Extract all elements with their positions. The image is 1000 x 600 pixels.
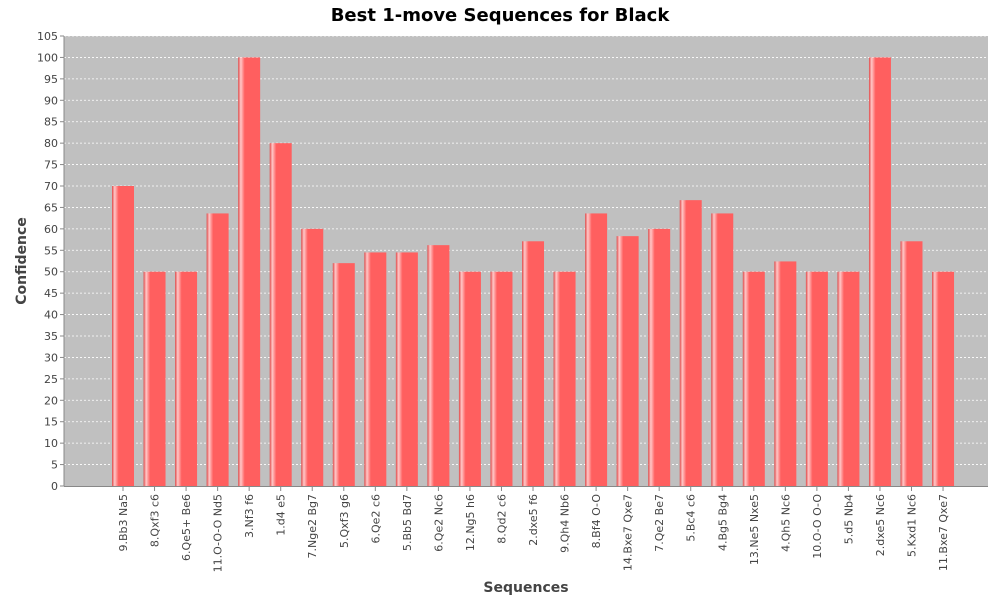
- y-tick-label: 50: [44, 266, 58, 279]
- y-tick-label: 45: [44, 287, 58, 300]
- bars: [112, 57, 955, 487]
- x-tick-label: 9.Bb3 Na5: [117, 494, 130, 552]
- bar: [143, 271, 166, 486]
- x-tick-label: 5.Qxf3 g6: [338, 494, 351, 548]
- x-tick-label: 4.Qh5 Nc6: [779, 494, 792, 552]
- chart-title: Best 1-move Sequences for Black: [331, 5, 671, 26]
- x-tick-label: 12.Ng5 h6: [464, 494, 477, 551]
- y-axis-label: Confidence: [14, 217, 30, 305]
- x-tick-label: 5.d5 Nb4: [842, 494, 855, 544]
- x-tick-label: 13.Ne5 Nxe5: [748, 494, 761, 565]
- bar: [301, 228, 324, 486]
- x-tick-label: 5.Bc4 c6: [685, 494, 698, 542]
- y-tick-label: 20: [44, 394, 58, 407]
- bar: [269, 143, 292, 486]
- y-tick-label: 35: [44, 330, 58, 343]
- bar: [868, 57, 891, 487]
- x-tick-label: 6.Qe5+ Be6: [180, 494, 193, 561]
- y-tick-label: 100: [37, 51, 58, 64]
- y-tick-label: 70: [44, 180, 58, 193]
- bar: [711, 213, 734, 486]
- y-tick-label: 65: [44, 201, 58, 214]
- bar: [332, 263, 355, 486]
- bar: [553, 271, 576, 486]
- y-tick-label: 80: [44, 137, 58, 150]
- bar: [805, 271, 828, 486]
- bar: [206, 213, 229, 486]
- y-tick-label: 0: [51, 480, 58, 493]
- bar: [458, 271, 481, 486]
- bar: [742, 271, 765, 486]
- y-tick-label: 5: [51, 459, 58, 472]
- bar: [364, 252, 387, 486]
- x-tick-label: 7.Nge2 Bg7: [306, 494, 319, 559]
- x-tick-label: 14.Bxe7 Qxe7: [622, 494, 635, 571]
- bar: [395, 252, 418, 486]
- y-tick-label: 105: [37, 30, 58, 43]
- y-tick-label: 15: [44, 416, 58, 429]
- bar: [175, 271, 198, 486]
- x-tick-label: 6.Qe2 c6: [369, 494, 382, 543]
- y-tick-label: 25: [44, 373, 58, 386]
- x-tick-label: 7.Qe2 Be7: [653, 494, 666, 552]
- x-axis-label: Sequences: [483, 580, 568, 596]
- x-tick-label: 6.Qe2 Nc6: [432, 494, 445, 552]
- bar: [112, 186, 134, 486]
- bar: [616, 236, 639, 486]
- y-tick-label: 55: [44, 244, 58, 257]
- x-tick-label: 9.Qh4 Nb6: [559, 494, 572, 553]
- y-tick-label: 95: [44, 73, 58, 86]
- y-tick-label: 40: [44, 309, 58, 322]
- bar: [932, 271, 955, 486]
- x-tick-label: 11.O-O-O Nd5: [212, 494, 225, 572]
- x-tick-label: 8.Qd2 c6: [495, 494, 508, 544]
- bar: [585, 213, 608, 486]
- bar: [900, 241, 923, 486]
- y-tick-label: 10: [44, 437, 58, 450]
- bar: [648, 228, 671, 486]
- x-tick-label: 8.Qxf3 c6: [149, 494, 162, 547]
- bar: [490, 271, 513, 486]
- x-tick-label: 5.Bb5 Bd7: [401, 494, 414, 551]
- x-tick-label: 5.Kxd1 Nc6: [906, 494, 919, 557]
- x-tick-label: 10.O-O O-O: [811, 494, 824, 559]
- bar: [837, 271, 860, 486]
- x-tick-label: 2.dxe5 f6: [527, 494, 540, 546]
- x-tick-label: 2.dxe5 Nc6: [874, 494, 887, 556]
- x-tick-label: 11.Bxe7 Qxe7: [937, 494, 950, 571]
- bar: [679, 200, 702, 486]
- y-tick-label: 75: [44, 159, 58, 172]
- bar: [522, 241, 545, 486]
- x-tick-label: 4.Bg5 Bg4: [716, 494, 729, 551]
- bar: [427, 245, 450, 486]
- x-tick-label: 8.Bf4 O-O: [590, 494, 603, 549]
- x-tick-label: 1.d4 e5: [275, 494, 288, 536]
- y-tick-label: 90: [44, 94, 58, 107]
- x-tick-label: 3.Nf3 f6: [243, 494, 256, 538]
- y-tick-label: 30: [44, 351, 58, 364]
- bar: [774, 261, 797, 486]
- y-tick-label: 85: [44, 116, 58, 129]
- bar: [238, 57, 261, 487]
- y-axis: 0 5 10 15 20 25 30 35 40 45 50 55 60 65 70 75 80 85 90 95 10…: [37, 30, 65, 493]
- y-tick-label: 60: [44, 223, 58, 236]
- x-axis: 9.Bb3 Na5 8.Qxf3 c6 6.Qe5+ Be6 11.O-O-O Nd5…: [64, 486, 988, 572]
